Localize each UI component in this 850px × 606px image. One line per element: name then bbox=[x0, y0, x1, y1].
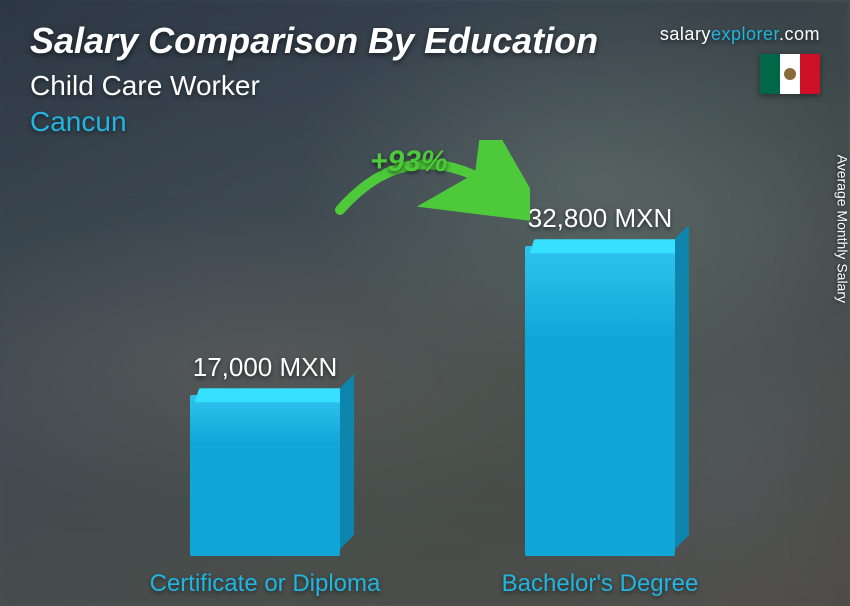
brand-prefix: salary bbox=[660, 24, 711, 44]
percent-increase-label: +93% bbox=[370, 145, 448, 179]
flag-stripe-right bbox=[800, 54, 820, 94]
bar-value-label: 32,800 MXN bbox=[528, 203, 673, 234]
bar-1: 32,800 MXN bbox=[510, 203, 690, 556]
bar-top-face bbox=[530, 239, 685, 253]
bar-top-face bbox=[195, 388, 350, 402]
bar-category-label: Certificate or Diploma bbox=[150, 570, 381, 598]
bar-side-face bbox=[340, 374, 354, 549]
bar-category-label: Bachelor's Degree bbox=[502, 570, 699, 598]
bar-shape bbox=[525, 246, 675, 556]
bar-value-label: 17,000 MXN bbox=[193, 352, 338, 383]
bar-shape bbox=[190, 395, 340, 556]
brand-suffix: explorer bbox=[711, 24, 779, 44]
brand-logo: salaryexplorer.com bbox=[660, 24, 820, 45]
country-flag-icon bbox=[760, 54, 820, 94]
bar-front-face bbox=[190, 395, 340, 556]
location-label: Cancun bbox=[30, 106, 820, 138]
job-subtitle: Child Care Worker bbox=[30, 70, 820, 102]
bar-side-face bbox=[675, 225, 689, 549]
chart-area: 17,000 MXN 32,800 MXN bbox=[0, 156, 850, 556]
bar-0: 17,000 MXN bbox=[175, 352, 355, 556]
infographic-container: Salary Comparison By Education Child Car… bbox=[0, 0, 850, 606]
flag-stripe-mid bbox=[780, 54, 800, 94]
brand-tld: .com bbox=[779, 24, 820, 44]
bar-front-face bbox=[525, 246, 675, 556]
flag-stripe-left bbox=[760, 54, 780, 94]
flag-emblem-icon bbox=[784, 68, 796, 80]
